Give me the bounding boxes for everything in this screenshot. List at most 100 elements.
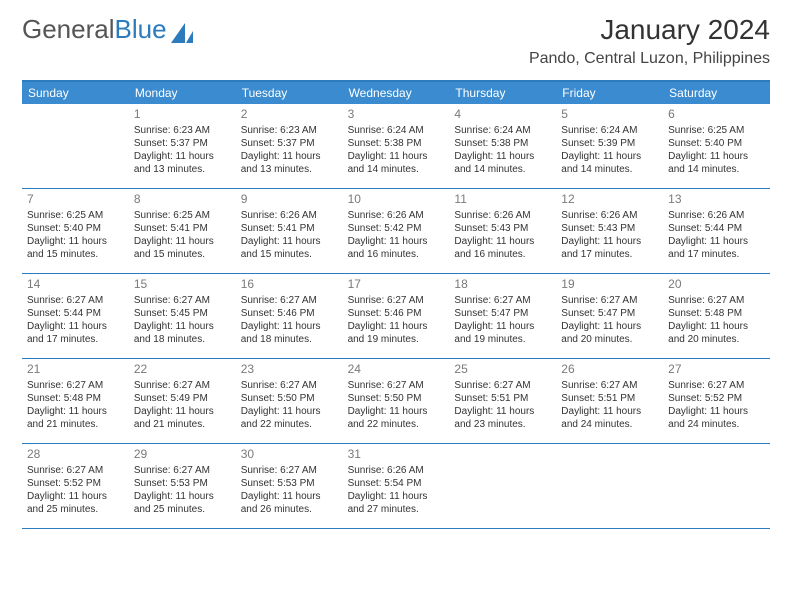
sunset-line: Sunset: 5:41 PM [134,222,231,235]
daylight-line-2: and 21 minutes. [134,418,231,431]
day-header: Tuesday [236,82,343,104]
day-cell: 26Sunrise: 6:27 AMSunset: 5:51 PMDayligh… [556,359,663,443]
sunset-line: Sunset: 5:42 PM [348,222,445,235]
daylight-line-2: and 18 minutes. [241,333,338,346]
daylight-line-1: Daylight: 11 hours [454,405,551,418]
day-number: 3 [348,107,445,123]
sunset-line: Sunset: 5:38 PM [348,137,445,150]
day-number: 29 [134,447,231,463]
daylight-line-1: Daylight: 11 hours [241,490,338,503]
weeks-container: 1Sunrise: 6:23 AMSunset: 5:37 PMDaylight… [22,104,770,529]
day-number: 31 [348,447,445,463]
day-number: 5 [561,107,658,123]
day-cell: 7Sunrise: 6:25 AMSunset: 5:40 PMDaylight… [22,189,129,273]
sunset-line: Sunset: 5:49 PM [134,392,231,405]
day-number: 6 [668,107,765,123]
sunrise-line: Sunrise: 6:25 AM [27,209,124,222]
sunrise-line: Sunrise: 6:26 AM [348,209,445,222]
daylight-line-2: and 15 minutes. [241,248,338,261]
day-cell: 24Sunrise: 6:27 AMSunset: 5:50 PMDayligh… [343,359,450,443]
day-number: 16 [241,277,338,293]
sunrise-line: Sunrise: 6:27 AM [348,294,445,307]
daylight-line-1: Daylight: 11 hours [668,320,765,333]
daylight-line-1: Daylight: 11 hours [348,490,445,503]
daylight-line-2: and 25 minutes. [27,503,124,516]
day-cell: 8Sunrise: 6:25 AMSunset: 5:41 PMDaylight… [129,189,236,273]
sunset-line: Sunset: 5:43 PM [454,222,551,235]
sunset-line: Sunset: 5:46 PM [241,307,338,320]
daylight-line-1: Daylight: 11 hours [134,405,231,418]
sunset-line: Sunset: 5:50 PM [241,392,338,405]
sunset-line: Sunset: 5:37 PM [134,137,231,150]
day-cell: 9Sunrise: 6:26 AMSunset: 5:41 PMDaylight… [236,189,343,273]
daylight-line-1: Daylight: 11 hours [668,235,765,248]
daylight-line-2: and 15 minutes. [134,248,231,261]
day-number: 4 [454,107,551,123]
day-cell: 14Sunrise: 6:27 AMSunset: 5:44 PMDayligh… [22,274,129,358]
daylight-line-2: and 19 minutes. [454,333,551,346]
daylight-line-1: Daylight: 11 hours [348,235,445,248]
day-number: 18 [454,277,551,293]
daylight-line-1: Daylight: 11 hours [241,150,338,163]
day-cell [22,104,129,188]
day-header: Monday [129,82,236,104]
day-cell: 11Sunrise: 6:26 AMSunset: 5:43 PMDayligh… [449,189,556,273]
sunset-line: Sunset: 5:40 PM [668,137,765,150]
day-header: Friday [556,82,663,104]
sunset-line: Sunset: 5:47 PM [561,307,658,320]
day-cell: 6Sunrise: 6:25 AMSunset: 5:40 PMDaylight… [663,104,770,188]
sunrise-line: Sunrise: 6:25 AM [668,124,765,137]
sunrise-line: Sunrise: 6:27 AM [454,294,551,307]
daylight-line-2: and 23 minutes. [454,418,551,431]
day-header: Saturday [663,82,770,104]
daylight-line-2: and 22 minutes. [348,418,445,431]
sunrise-line: Sunrise: 6:23 AM [241,124,338,137]
day-number: 15 [134,277,231,293]
sunrise-line: Sunrise: 6:27 AM [348,379,445,392]
day-cell: 19Sunrise: 6:27 AMSunset: 5:47 PMDayligh… [556,274,663,358]
sunset-line: Sunset: 5:44 PM [668,222,765,235]
sunrise-line: Sunrise: 6:27 AM [27,379,124,392]
sunrise-line: Sunrise: 6:27 AM [134,294,231,307]
day-cell: 16Sunrise: 6:27 AMSunset: 5:46 PMDayligh… [236,274,343,358]
sunset-line: Sunset: 5:48 PM [27,392,124,405]
daylight-line-2: and 14 minutes. [561,163,658,176]
sunset-line: Sunset: 5:46 PM [348,307,445,320]
daylight-line-1: Daylight: 11 hours [668,150,765,163]
day-cell [663,444,770,528]
sunrise-line: Sunrise: 6:25 AM [134,209,231,222]
daylight-line-2: and 20 minutes. [668,333,765,346]
sunset-line: Sunset: 5:51 PM [561,392,658,405]
sunset-line: Sunset: 5:48 PM [668,307,765,320]
daylight-line-1: Daylight: 11 hours [27,490,124,503]
sunrise-line: Sunrise: 6:26 AM [668,209,765,222]
daylight-line-2: and 27 minutes. [348,503,445,516]
day-number: 2 [241,107,338,123]
daylight-line-1: Daylight: 11 hours [348,150,445,163]
day-number: 28 [27,447,124,463]
sunset-line: Sunset: 5:53 PM [134,477,231,490]
daylight-line-1: Daylight: 11 hours [348,405,445,418]
week-row: 7Sunrise: 6:25 AMSunset: 5:40 PMDaylight… [22,189,770,274]
sunset-line: Sunset: 5:52 PM [27,477,124,490]
sunrise-line: Sunrise: 6:27 AM [134,464,231,477]
daylight-line-1: Daylight: 11 hours [134,320,231,333]
daylight-line-1: Daylight: 11 hours [561,150,658,163]
day-cell: 3Sunrise: 6:24 AMSunset: 5:38 PMDaylight… [343,104,450,188]
day-header: Thursday [449,82,556,104]
sunrise-line: Sunrise: 6:27 AM [454,379,551,392]
daylight-line-2: and 24 minutes. [561,418,658,431]
month-title: January 2024 [529,14,770,46]
daylight-line-2: and 25 minutes. [134,503,231,516]
location: Pando, Central Luzon, Philippines [529,50,770,68]
day-number: 17 [348,277,445,293]
day-number: 10 [348,192,445,208]
daylight-line-1: Daylight: 11 hours [668,405,765,418]
day-number: 23 [241,362,338,378]
day-cell: 23Sunrise: 6:27 AMSunset: 5:50 PMDayligh… [236,359,343,443]
day-number: 9 [241,192,338,208]
day-cell: 25Sunrise: 6:27 AMSunset: 5:51 PMDayligh… [449,359,556,443]
day-cell: 10Sunrise: 6:26 AMSunset: 5:42 PMDayligh… [343,189,450,273]
daylight-line-1: Daylight: 11 hours [27,405,124,418]
day-header: Sunday [22,82,129,104]
